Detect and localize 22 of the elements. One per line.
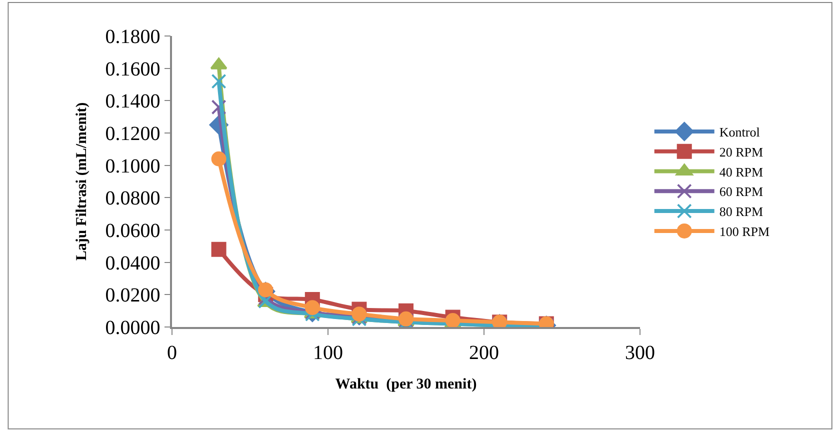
y-tick-label: 0.0800 bbox=[105, 188, 160, 210]
y-tick-label: 0.0400 bbox=[105, 252, 160, 274]
y-tick-label: 0.1200 bbox=[105, 123, 160, 145]
legend-label: 100 RPM bbox=[719, 224, 770, 240]
y-tick-label: 0.0000 bbox=[105, 317, 160, 339]
x-tick-label: 200 bbox=[469, 342, 499, 364]
x-tick-label: 0 bbox=[167, 342, 177, 364]
legend-label: 60 RPM bbox=[719, 184, 764, 200]
y-tick-label: 0.1800 bbox=[105, 26, 160, 48]
y-tick-label: 0.1600 bbox=[105, 58, 160, 80]
legend-label: 40 RPM bbox=[719, 164, 764, 180]
y-tick-label: 0.1000 bbox=[105, 155, 160, 178]
legend-label: 80 RPM bbox=[719, 204, 764, 220]
y-tick-label: 0.0600 bbox=[105, 220, 160, 242]
legend-label: 20 RPM bbox=[719, 144, 764, 160]
y-axis-title: Laju Filtrasi (mL/menit) bbox=[74, 102, 90, 261]
y-tick-label: 0.0200 bbox=[105, 284, 160, 307]
x-tick-label: 100 bbox=[313, 342, 343, 364]
legend-label: Kontrol bbox=[719, 124, 760, 140]
x-axis-title: Waktu (per 30 menit) bbox=[335, 376, 477, 392]
x-tick-label: 300 bbox=[625, 342, 655, 364]
y-tick-label: 0.1400 bbox=[105, 90, 160, 113]
